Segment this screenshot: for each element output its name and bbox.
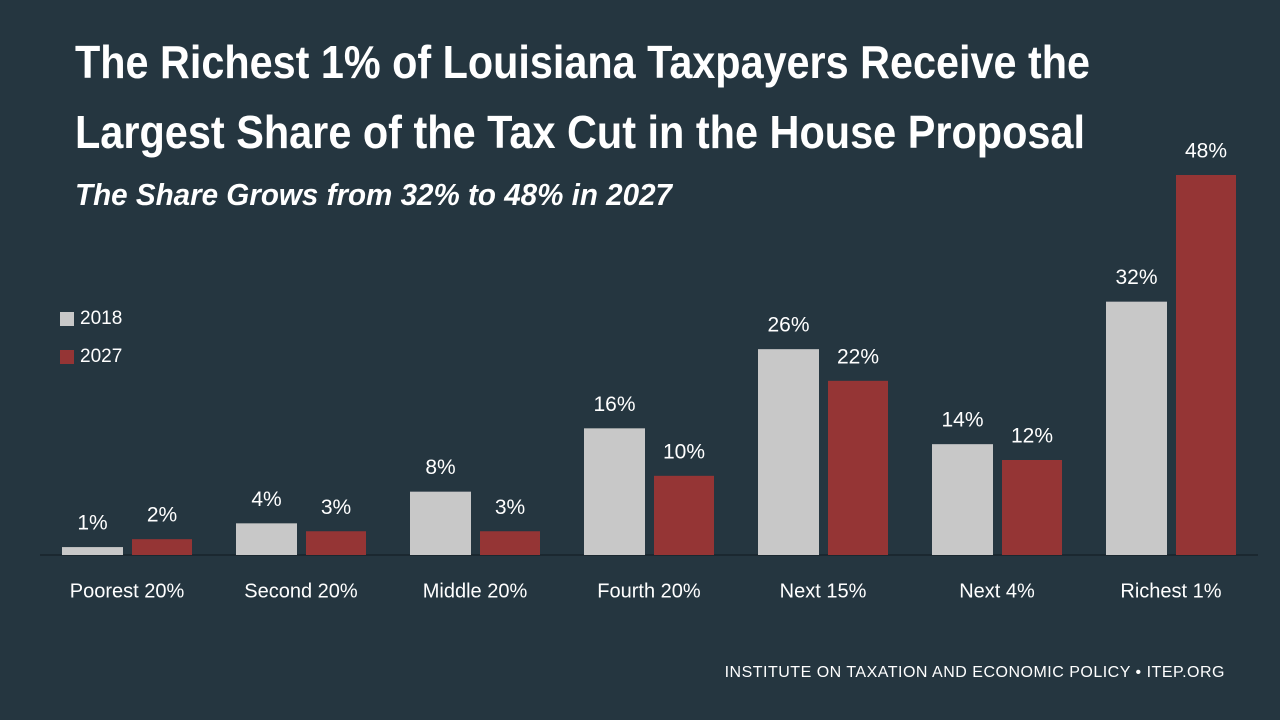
bar: [1176, 175, 1236, 555]
bar: [758, 349, 819, 555]
bar: [306, 531, 366, 555]
value-label: 10%: [663, 440, 705, 463]
value-label: 4%: [251, 488, 281, 511]
chart-subtitle: The Share Grows from 32% to 48% in 2027: [75, 177, 674, 212]
legend-label: 2018: [80, 308, 122, 329]
value-label: 2%: [147, 504, 177, 527]
x-tick-label: Richest 1%: [1120, 580, 1221, 602]
x-tick-label: Fourth 20%: [597, 580, 701, 602]
legend-swatch: [60, 350, 74, 364]
value-label: 26%: [767, 314, 809, 337]
source: INSTITUTE ON TAXATION AND ECONOMIC POLIC…: [725, 664, 1225, 681]
bar: [132, 539, 192, 555]
bar: [828, 380, 888, 555]
x-tick-label: Middle 20%: [423, 580, 528, 602]
chart-title: The Richest 1% of Louisiana Taxpayers Re…: [75, 36, 1090, 88]
value-label: 32%: [1115, 266, 1157, 289]
bar: [1002, 460, 1062, 555]
value-label: 1%: [77, 512, 107, 535]
x-tick-label: Poorest 20%: [70, 580, 185, 602]
bar: [932, 444, 993, 555]
value-label: 12%: [1011, 425, 1053, 448]
legend-swatch: [60, 312, 74, 326]
legend-label: 2027: [80, 346, 122, 367]
bar: [410, 491, 471, 555]
bar: [236, 523, 297, 555]
value-label: 8%: [425, 456, 455, 479]
bar: [480, 531, 540, 555]
x-tick-label: Second 20%: [244, 580, 358, 602]
bar: [62, 547, 123, 555]
bar: [654, 475, 714, 555]
value-label: 3%: [495, 496, 525, 519]
x-tick-label: Next 4%: [959, 580, 1035, 602]
value-label: 3%: [321, 496, 351, 519]
value-label: 48%: [1185, 140, 1227, 163]
x-tick-label: Next 15%: [780, 580, 867, 602]
value-label: 14%: [941, 409, 983, 432]
chart-title: Largest Share of the Tax Cut in the Hous…: [75, 106, 1085, 158]
value-label: 16%: [593, 393, 635, 416]
bar: [584, 428, 645, 555]
bar: [1106, 301, 1167, 555]
value-label: 22%: [837, 345, 879, 368]
